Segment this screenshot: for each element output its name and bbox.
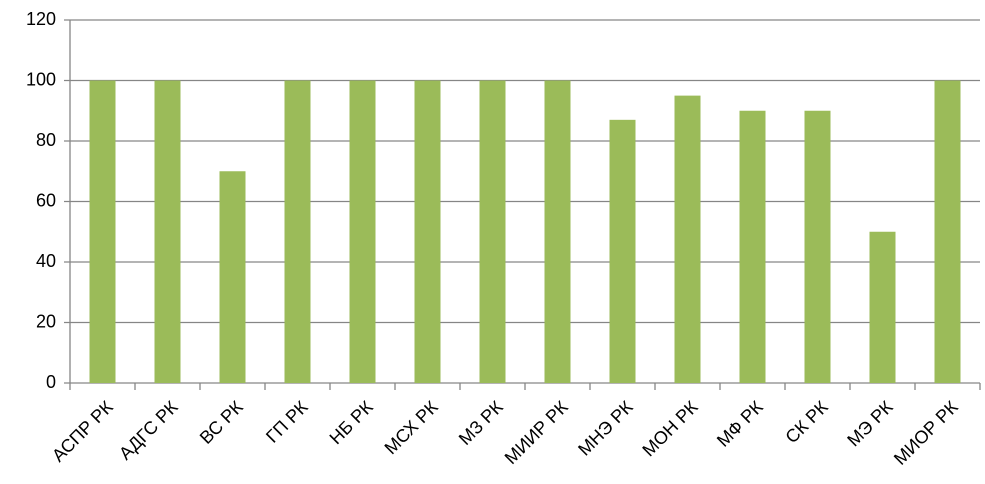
- x-tick-label: СК РК: [781, 397, 832, 448]
- x-tick-label: МОН РК: [638, 397, 702, 461]
- x-tick-label: МЗ РК: [455, 397, 507, 449]
- bar: [544, 80, 571, 383]
- x-tick-label: МИОР РК: [890, 397, 962, 469]
- x-tick-label: МИИР РК: [501, 397, 572, 468]
- bar: [609, 119, 636, 383]
- y-tick-label: 20: [36, 311, 56, 331]
- bar: [89, 80, 116, 383]
- x-tick-label: ГП РК: [262, 397, 312, 447]
- bar: [804, 110, 831, 383]
- bar: [934, 80, 961, 383]
- bar: [414, 80, 441, 383]
- bar: [479, 80, 506, 383]
- x-tick-label: МЭ РК: [843, 397, 897, 451]
- x-tick-label: МФ РК: [713, 397, 767, 451]
- y-tick-label: 40: [36, 251, 56, 271]
- bar: [219, 171, 246, 383]
- y-tick-label: 80: [36, 130, 56, 150]
- bar: [869, 231, 896, 383]
- y-tick-label: 100: [26, 69, 56, 89]
- x-tick-label: АДГС РК: [115, 397, 182, 464]
- y-tick-label: 120: [26, 9, 56, 29]
- bar: [349, 80, 376, 383]
- bar: [154, 80, 181, 383]
- x-tick-label: МСХ РК: [381, 397, 443, 459]
- x-tick-label: НБ РК: [326, 397, 377, 448]
- bar: [674, 95, 701, 383]
- y-tick-label: 0: [46, 372, 56, 392]
- x-tick-label: ВС РК: [196, 397, 247, 448]
- bar: [284, 80, 311, 383]
- x-tick-label: АСПР РК: [48, 397, 117, 466]
- y-tick-label: 60: [36, 190, 56, 210]
- x-tick-label: МНЭ РК: [574, 397, 637, 460]
- bar: [739, 110, 766, 383]
